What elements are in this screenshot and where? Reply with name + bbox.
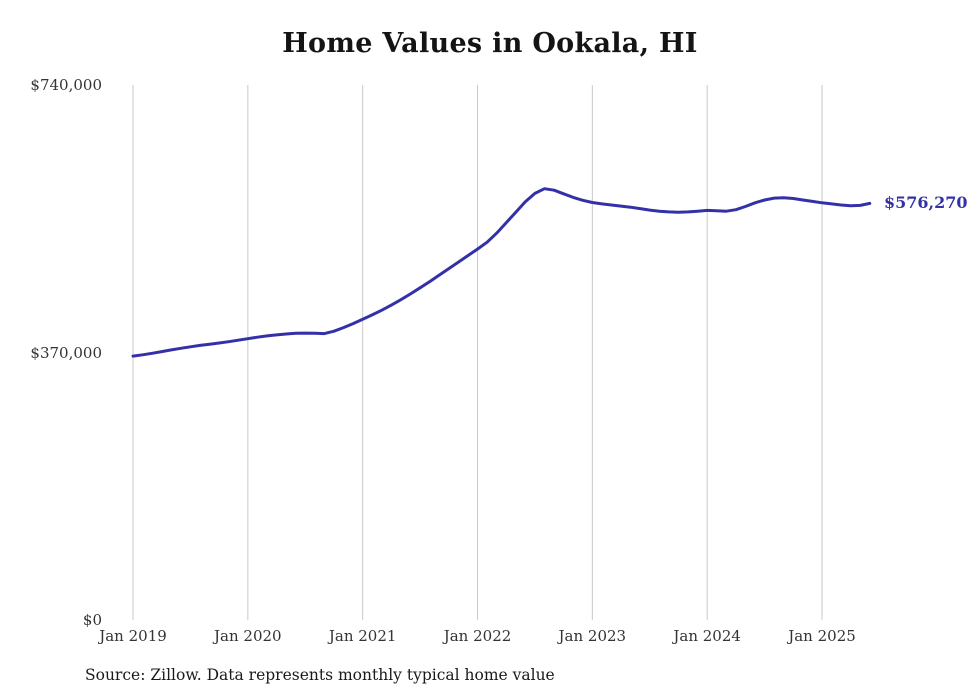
source-note: Source: Zillow. Data represents monthly … (85, 666, 555, 684)
x-tick-label: Jan 2025 (788, 627, 856, 645)
x-axis-ticks: Jan 2019 Jan 2020 Jan 2021 Jan 2022 Jan 2023… (0, 627, 980, 649)
x-tick-label: Jan 2021 (328, 627, 397, 645)
value-line (131, 187, 872, 358)
y-tick-label: $0 (82, 611, 102, 629)
x-tick-label: Jan 2020 (214, 627, 282, 645)
chart-title: Home Values in Ookala, HI (282, 28, 698, 59)
x-tick-label: Jan 2024 (673, 627, 741, 645)
y-axis-ticks: $740,000 $370,000 $0 (0, 0, 102, 699)
x-tick-label: Jan 2022 (443, 627, 512, 645)
y-tick-label: $740,000 (30, 76, 102, 94)
y-tick-label: $370,000 (30, 343, 102, 362)
x-tick-label: Jan 2023 (558, 627, 627, 645)
x-tick-label: Jan 2019 (99, 627, 167, 645)
current-value-label: $576,270 (884, 193, 968, 213)
